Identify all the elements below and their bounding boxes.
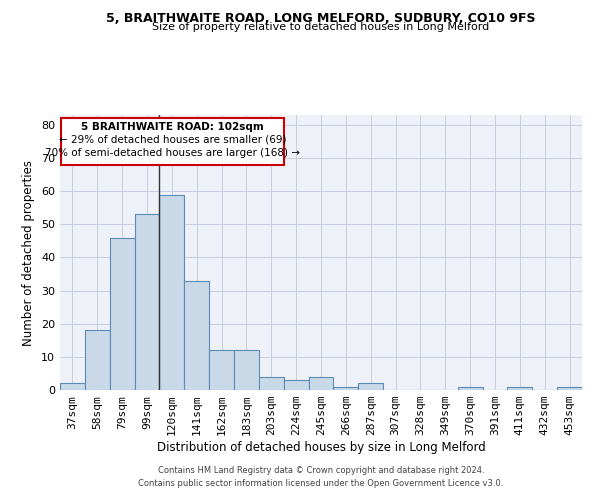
Text: Distribution of detached houses by size in Long Melford: Distribution of detached houses by size … [157,441,485,454]
Text: ← 29% of detached houses are smaller (69): ← 29% of detached houses are smaller (69… [59,135,286,145]
Bar [209,350,234,390]
FancyBboxPatch shape [61,118,284,164]
Text: 5 BRAITHWAITE ROAD: 102sqm: 5 BRAITHWAITE ROAD: 102sqm [81,122,264,132]
Bar [259,376,284,390]
Bar [184,280,209,390]
Bar [508,386,532,390]
Bar [60,384,85,390]
Bar [557,386,582,390]
Bar [458,386,482,390]
Bar [110,238,134,390]
Bar [134,214,160,390]
Bar [334,386,358,390]
Text: Size of property relative to detached houses in Long Melford: Size of property relative to detached ho… [152,22,490,32]
Bar [358,384,383,390]
Y-axis label: Number of detached properties: Number of detached properties [22,160,35,346]
Bar [308,376,334,390]
Text: Contains HM Land Registry data © Crown copyright and database right 2024.
Contai: Contains HM Land Registry data © Crown c… [139,466,503,487]
Text: 5, BRAITHWAITE ROAD, LONG MELFORD, SUDBURY, CO10 9FS: 5, BRAITHWAITE ROAD, LONG MELFORD, SUDBU… [106,12,536,26]
Bar [160,194,184,390]
Bar [85,330,110,390]
Text: 70% of semi-detached houses are larger (168) →: 70% of semi-detached houses are larger (… [45,148,300,158]
Bar [234,350,259,390]
Bar [284,380,308,390]
